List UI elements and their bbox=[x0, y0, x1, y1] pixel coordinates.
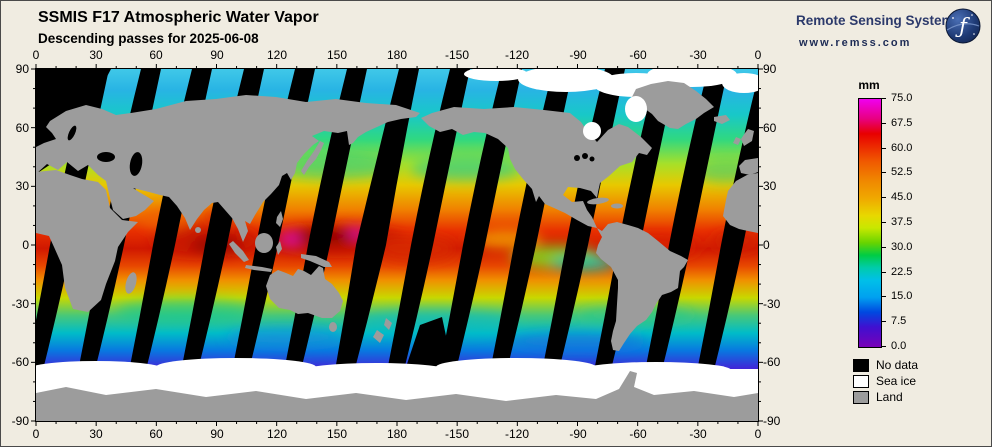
colorbar-tick-label: 45.0 bbox=[891, 191, 913, 203]
colorbar-tick: 45.0 bbox=[881, 191, 912, 203]
tick-mark bbox=[881, 147, 886, 149]
lat-label: 60 bbox=[15, 121, 29, 135]
lat-label: -30 bbox=[763, 297, 781, 311]
map-legend: No data Sea ice Land bbox=[853, 357, 918, 405]
no-data-swatch bbox=[853, 358, 869, 372]
colorbar-gradient bbox=[859, 99, 881, 347]
page-title: SSMIS F17 Atmospheric Water Vapor bbox=[38, 9, 319, 26]
lon-label: -120 bbox=[504, 48, 530, 62]
tick-mark bbox=[881, 122, 886, 124]
legend-label: Sea ice bbox=[876, 374, 917, 388]
lon-label: 60 bbox=[149, 427, 163, 441]
lat-label: 30 bbox=[15, 179, 29, 193]
lon-label: 0 bbox=[32, 48, 40, 62]
colorbar-tick: 22.5 bbox=[881, 266, 912, 278]
lon-label: 60 bbox=[149, 48, 163, 62]
colorbar bbox=[858, 98, 882, 348]
brand-name: Remote Sensing Systems bbox=[796, 13, 962, 28]
lon-label: 120 bbox=[266, 48, 288, 62]
brand-url-link[interactable]: www.remss.com bbox=[799, 37, 912, 49]
lon-label: 180 bbox=[386, 48, 408, 62]
lon-label: 150 bbox=[326, 427, 348, 441]
lon-label: 0 bbox=[754, 48, 762, 62]
land-mask bbox=[36, 81, 758, 421]
tick-mark bbox=[881, 320, 886, 322]
lon-label: 0 bbox=[754, 427, 762, 441]
map-frame bbox=[35, 68, 759, 422]
inland-features bbox=[67, 96, 647, 176]
colorbar-tick: 7.5 bbox=[881, 315, 906, 327]
colorbar-tick-label: 75.0 bbox=[891, 92, 913, 104]
colorbar-tick: 67.5 bbox=[881, 117, 912, 129]
lon-label: 90 bbox=[210, 48, 224, 62]
land-swatch bbox=[853, 390, 869, 404]
lon-label: -120 bbox=[504, 427, 530, 441]
colorbar-tick-label: 60.0 bbox=[891, 142, 913, 154]
lon-label: -30 bbox=[689, 427, 707, 441]
lat-label: -60 bbox=[763, 355, 781, 369]
lon-label: 90 bbox=[210, 427, 224, 441]
colorbar-unit: mm bbox=[858, 78, 880, 92]
colorbar-tick-label: 37.5 bbox=[891, 216, 913, 228]
tick-mark bbox=[881, 221, 886, 223]
legend-item-sea-ice: Sea ice bbox=[853, 373, 918, 389]
legend-label: Land bbox=[876, 390, 903, 404]
colorbar-tick: 30.0 bbox=[881, 241, 912, 253]
lon-label: -90 bbox=[569, 48, 587, 62]
sea-ice-swatch bbox=[853, 374, 869, 388]
colorbar-tick-label: 7.5 bbox=[891, 315, 907, 327]
lat-label: 0 bbox=[22, 238, 29, 252]
svg-text:ƒ: ƒ bbox=[955, 14, 970, 38]
remss-globe-logo-icon: ƒ bbox=[943, 6, 983, 46]
lat-label: 90 bbox=[763, 62, 777, 76]
colorbar-tick-label: 22.5 bbox=[891, 266, 913, 278]
lat-label: 60 bbox=[763, 121, 777, 135]
colorbar-tick-label: 67.5 bbox=[891, 117, 913, 129]
page-subtitle: Descending passes for 2025-06-08 bbox=[38, 31, 259, 46]
lon-label: 120 bbox=[266, 427, 288, 441]
lon-label: 180 bbox=[386, 427, 408, 441]
tick-mark bbox=[881, 271, 886, 273]
tick-mark bbox=[881, 196, 886, 198]
map-canvas bbox=[36, 69, 758, 421]
colorbar-tick: 15.0 bbox=[881, 290, 912, 302]
lon-label: -60 bbox=[629, 48, 647, 62]
colorbar-tick: 52.5 bbox=[881, 166, 912, 178]
lat-label: -60 bbox=[11, 355, 29, 369]
tick-mark bbox=[881, 171, 886, 173]
legend-label: No data bbox=[876, 358, 919, 372]
lat-label: -30 bbox=[11, 297, 29, 311]
colorbar-tick: 60.0 bbox=[881, 142, 912, 154]
lat-label: 0 bbox=[763, 238, 770, 252]
colorbar-tick-label: 15.0 bbox=[891, 290, 913, 302]
legend-item-land: Land bbox=[853, 389, 918, 405]
lat-label: -90 bbox=[11, 414, 29, 428]
tick-mark bbox=[881, 295, 886, 297]
lat-label: 30 bbox=[763, 179, 777, 193]
lon-label: -150 bbox=[444, 48, 470, 62]
colorbar-tick: 37.5 bbox=[881, 216, 912, 228]
colorbar-tick-label: 30.0 bbox=[891, 241, 913, 253]
lon-label: -90 bbox=[569, 427, 587, 441]
colorbar-tick: 75.0 bbox=[881, 92, 912, 104]
lon-label: 0 bbox=[32, 427, 40, 441]
lon-label: 150 bbox=[326, 48, 348, 62]
lon-label: -30 bbox=[689, 48, 707, 62]
lon-label: -150 bbox=[444, 427, 470, 441]
colorbar-tick-label: 0.0 bbox=[891, 340, 907, 352]
legend-item-no-data: No data bbox=[853, 357, 918, 373]
colorbar-tick-label: 52.5 bbox=[891, 166, 913, 178]
colorbar-tick: 0.0 bbox=[881, 340, 906, 352]
lat-label: 90 bbox=[15, 62, 29, 76]
tick-mark bbox=[881, 345, 886, 347]
lat-label: -90 bbox=[763, 414, 781, 428]
lon-label: -60 bbox=[629, 427, 647, 441]
tick-mark bbox=[881, 246, 886, 248]
lon-label: 30 bbox=[89, 48, 103, 62]
lon-label: 30 bbox=[89, 427, 103, 441]
tick-mark bbox=[881, 97, 886, 99]
